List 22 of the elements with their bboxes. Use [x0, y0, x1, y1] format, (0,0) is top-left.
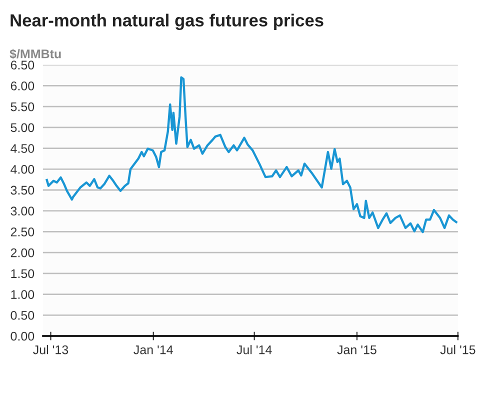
y-tick-label: 5.00 — [10, 123, 34, 132]
y-tick-label: 3.50 — [10, 186, 34, 195]
y-tick-label: 4.50 — [10, 144, 34, 153]
y-axis-title: $/MMBtu — [10, 48, 61, 60]
y-tick-label: 1.00 — [11, 290, 34, 299]
y-tick-label: 2.50 — [10, 228, 34, 236]
y-tick-label: 4.00 — [10, 164, 34, 174]
x-tick-label: Jul '13 — [33, 345, 68, 354]
x-tick-label: Jul '15 — [440, 345, 476, 354]
y-tick-label: 1.50 — [11, 269, 34, 278]
x-tick-label: Jan '14 — [134, 346, 173, 354]
chart-title: Near-month natural gas futures prices — [10, 14, 324, 30]
x-tick-label: Jul '14 — [236, 345, 272, 354]
y-tick-label: 5.50 — [10, 102, 34, 112]
x-tick-label: Jan '15 — [337, 346, 376, 354]
y-tick-label: 6.00 — [10, 82, 34, 90]
y-tick-label: 2.00 — [10, 248, 34, 258]
y-tick-label: 0.00 — [10, 332, 34, 341]
y-tick-label: 0.50 — [10, 310, 34, 320]
line-series — [46, 76, 458, 234]
y-tick-label: 3.00 — [10, 206, 34, 216]
y-tick-label: 6.50 — [10, 60, 34, 70]
